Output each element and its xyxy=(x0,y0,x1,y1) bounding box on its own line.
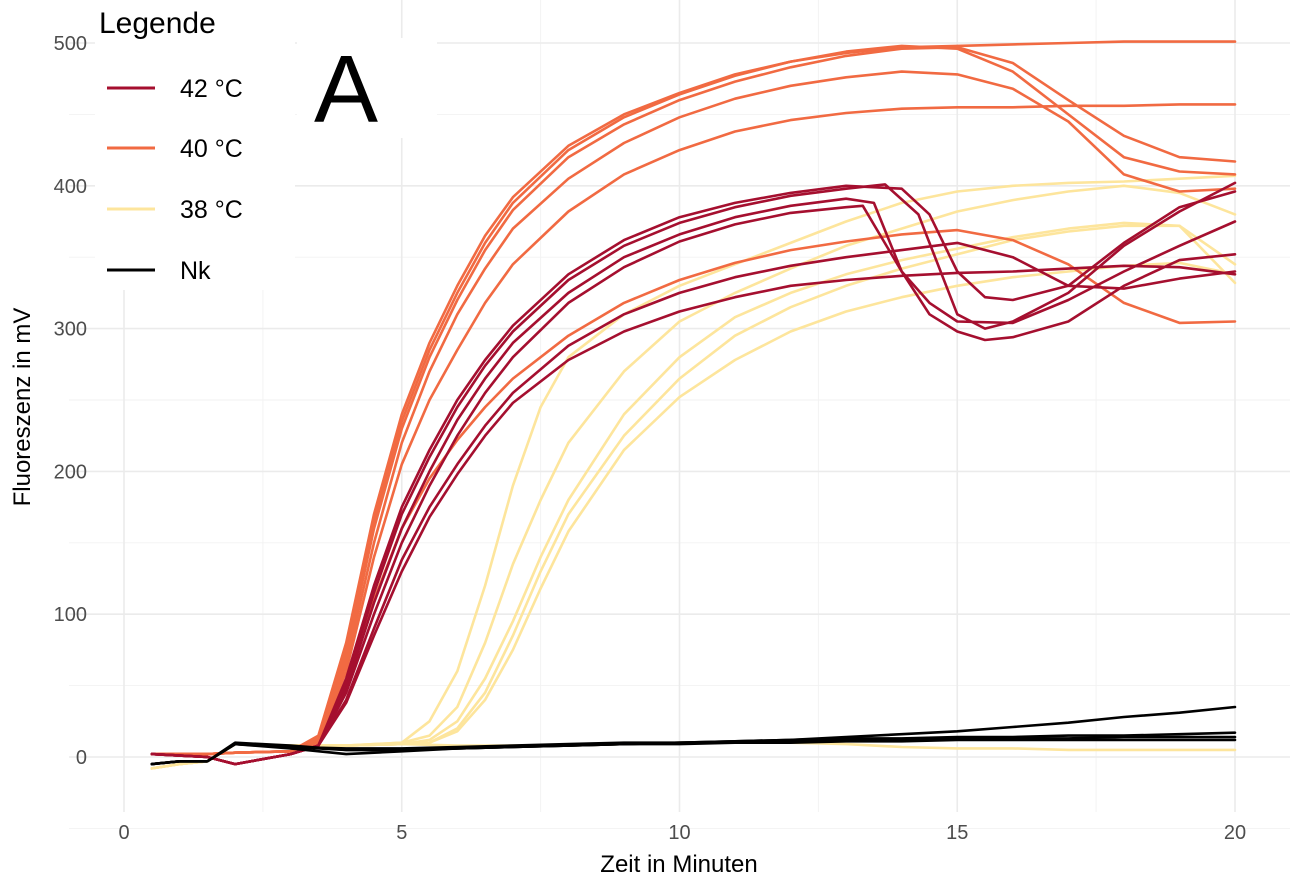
panel-tag-background xyxy=(297,38,437,138)
x-tick-label: 15 xyxy=(946,822,968,844)
y-tick-label: 0 xyxy=(76,747,87,769)
x-tick-label: 20 xyxy=(1224,822,1246,844)
panel-tag: A xyxy=(314,36,378,143)
series-lines xyxy=(150,40,1237,770)
y-tick-label: 200 xyxy=(54,461,87,483)
series-line-40 xyxy=(150,103,1237,756)
series-line-40 xyxy=(150,46,1237,756)
series-line-40 xyxy=(150,40,1237,756)
legend-label-40: 40 °C xyxy=(180,135,243,163)
legend-label-42: 42 °C xyxy=(180,75,243,103)
series-line-38 xyxy=(150,221,1237,770)
y-tick-label: 500 xyxy=(54,33,87,55)
y-tick-label: 400 xyxy=(54,176,87,198)
legend-background xyxy=(95,0,295,290)
legend-label-nk: Nk xyxy=(180,257,211,285)
series-line-nk xyxy=(150,738,1237,766)
legend-title: Legende xyxy=(99,7,216,40)
x-axis-title: Zeit in Minuten xyxy=(600,851,757,878)
legend-label-38: 38 °C xyxy=(180,196,243,224)
x-tick-label: 0 xyxy=(118,822,129,844)
y-axis-title: Fluoreszenz in mV xyxy=(9,308,36,507)
legend: Legende 42 °C 40 °C 38 °C Nk xyxy=(95,0,295,290)
series-line-40 xyxy=(150,70,1237,756)
x-tick-label: 5 xyxy=(396,822,407,844)
y-tick-label: 100 xyxy=(54,604,87,626)
series-line-38 xyxy=(150,261,1237,770)
y-tick-label: 300 xyxy=(54,319,87,341)
x-tick-label: 10 xyxy=(668,822,690,844)
x-axis-ticks: 0 5 10 15 20 xyxy=(118,822,1246,844)
series-line-42 xyxy=(150,184,1237,766)
series-line-42 xyxy=(150,264,1237,766)
y-axis-ticks: 0 100 200 300 400 500 xyxy=(54,33,87,769)
series-line-38 xyxy=(150,184,1237,770)
